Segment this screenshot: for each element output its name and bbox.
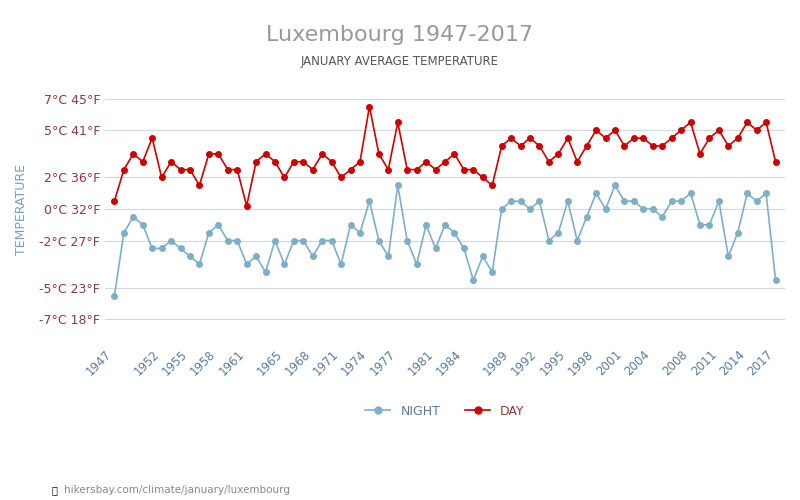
Legend: NIGHT, DAY: NIGHT, DAY bbox=[360, 400, 530, 422]
Text: hikersbay.com/climate/january/luxembourg: hikersbay.com/climate/january/luxembourg bbox=[64, 485, 290, 495]
Text: 📍: 📍 bbox=[52, 485, 58, 495]
Text: JANUARY AVERAGE TEMPERATURE: JANUARY AVERAGE TEMPERATURE bbox=[301, 55, 499, 68]
Text: Luxembourg 1947-2017: Luxembourg 1947-2017 bbox=[266, 25, 534, 45]
Y-axis label: TEMPERATURE: TEMPERATURE bbox=[15, 164, 28, 254]
